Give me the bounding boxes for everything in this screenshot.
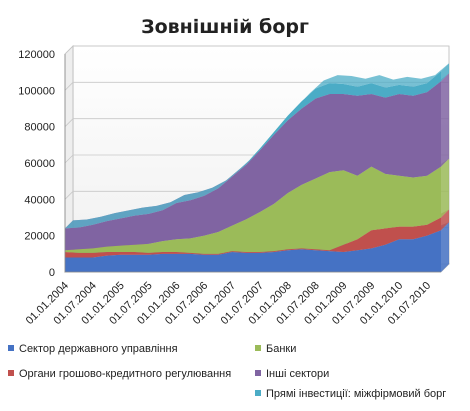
gridline-side xyxy=(64,154,74,164)
legend-swatch xyxy=(8,370,14,376)
x-axis: 01.01.200401.07.200401.01.200501.07.2005… xyxy=(24,280,433,327)
series-end-face xyxy=(441,222,449,272)
y-tick-label: 20000 xyxy=(24,231,55,243)
series-front-face xyxy=(65,230,441,272)
series-end-face xyxy=(441,158,449,218)
legend: Сектор державного управління Органи грошо… xyxy=(8,343,446,400)
legend-swatch xyxy=(255,370,261,376)
gridline-side xyxy=(64,191,74,200)
y-tick-label: 60000 xyxy=(24,158,55,170)
y-tick-label: 80000 xyxy=(24,122,55,134)
series-front-face xyxy=(65,71,441,229)
legend-swatch xyxy=(255,345,261,351)
gridline-side xyxy=(64,118,74,127)
legend-item: Сектор державного управління xyxy=(8,343,178,355)
legend-label: Прямі інвестиції: міжфірмовий борг xyxy=(266,388,446,400)
series-end-face xyxy=(441,63,449,82)
y-tick-label: 120000 xyxy=(18,49,55,61)
series-end-face xyxy=(441,209,449,231)
legend-label: Банки xyxy=(266,343,296,355)
plot-area xyxy=(64,45,450,273)
legend-item: Банки xyxy=(255,343,296,355)
series-end-face xyxy=(441,73,449,167)
y-tick-label: 40000 xyxy=(24,194,55,206)
legend-swatch xyxy=(8,345,14,351)
gridline-side xyxy=(64,82,74,91)
series-top-face xyxy=(65,63,449,229)
y-tick-label: 100000 xyxy=(18,85,55,97)
legend-label: Інші сектори xyxy=(266,368,329,380)
legend-item: Органи грошово-кредитного регулювання xyxy=(8,368,231,380)
series-front-face xyxy=(65,217,441,258)
y-tick-label: 0 xyxy=(49,267,55,279)
legend-swatch xyxy=(255,390,261,396)
chart-title: Зовнішній борг xyxy=(141,16,309,38)
series-front-face xyxy=(65,81,441,251)
series-area xyxy=(65,63,449,229)
legend-label: Сектор державного управління xyxy=(19,343,178,355)
y-axis: 0 20000 40000 60000 80000 100000 120000 xyxy=(18,49,55,279)
series-front-face xyxy=(65,166,441,254)
gridline-side xyxy=(64,45,74,55)
legend-label: Органи грошово-кредитного регулювання xyxy=(19,368,231,380)
legend-item: Прямі інвестиції: міжфірмовий борг xyxy=(255,388,446,400)
legend-item: Інші сектори xyxy=(255,368,329,380)
